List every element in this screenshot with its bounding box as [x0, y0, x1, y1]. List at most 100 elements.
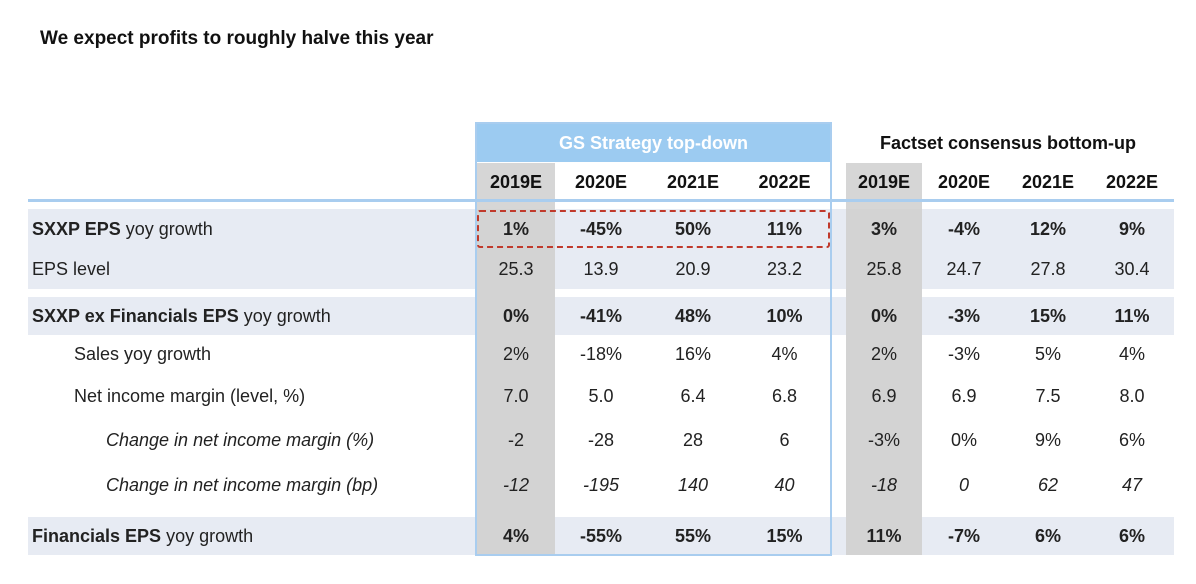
factset-value: 2%	[870, 344, 897, 364]
gs-value: 5.0	[588, 386, 614, 406]
gs-value: 7.0	[503, 386, 529, 406]
factset-value: 7.5	[1035, 386, 1061, 406]
factset-value: 25.8	[866, 259, 902, 279]
factset-value: -3%	[867, 430, 900, 450]
gs-value: 0%	[502, 306, 529, 326]
fs-year-2020: 2020E	[937, 172, 991, 192]
gs-value: 6.8	[771, 386, 798, 406]
gs-value: -41%	[579, 306, 623, 326]
factset-value: 6%	[1118, 526, 1145, 546]
row-label-bold: Financials EPS	[32, 526, 162, 546]
gs-value: 2%	[502, 344, 529, 364]
gs-value: 23.2	[766, 259, 803, 279]
gs-value: 6	[779, 430, 790, 450]
factset-value: -3%	[947, 344, 980, 364]
gs-value: 55%	[674, 526, 712, 546]
gs-value: -2	[507, 430, 524, 450]
fs-year-2022: 2022E	[1105, 172, 1159, 192]
row-label-rest: yoy growth	[161, 526, 254, 546]
gs-value: 4%	[771, 344, 798, 364]
gs-value: -55%	[579, 526, 623, 546]
gs-2019-column-shade-overlay	[477, 209, 555, 555]
gs-value: 10%	[766, 306, 803, 326]
table-row: Change in net income margin (bp) -12 -19…	[0, 466, 1196, 504]
factset-value: 5%	[1034, 344, 1061, 364]
factset-value: 30.4	[1114, 259, 1150, 279]
factset-value: 62	[1037, 475, 1059, 495]
page-title: We expect profits to roughly halve this …	[40, 28, 434, 49]
row-label: SXXP EPS yoy growth	[32, 210, 213, 248]
row-label: Financials EPS yoy growth	[32, 517, 253, 555]
factset-value: 9%	[1034, 430, 1061, 450]
header-divider	[28, 199, 1174, 202]
factset-value: 0%	[870, 306, 897, 326]
band-sxxp-eps	[28, 209, 1174, 289]
table-row: EPS level 25.3 13.9 20.9 23.2 25.8 24.7 …	[0, 250, 1196, 288]
gs-value: 13.9	[583, 259, 619, 279]
highlight-dashed-box	[477, 210, 830, 248]
gs-year-2022: 2022E	[758, 172, 811, 192]
factset-value: -18	[870, 475, 897, 495]
row-label: EPS level	[32, 259, 111, 279]
factset-value: 6%	[1034, 526, 1061, 546]
factset-value: 12%	[1029, 219, 1067, 239]
year-header-row: 2019E 2020E 2021E 2022E 2019E 2020E 2021…	[0, 163, 1196, 201]
factset-value: 0%	[950, 430, 977, 450]
row-label-rest: yoy growth	[120, 219, 213, 239]
gs-year-2021: 2021E	[666, 172, 720, 192]
gs-value: 1%	[502, 219, 529, 239]
row-label-rest: yoy growth	[238, 306, 331, 326]
factset-value: 8.0	[1119, 386, 1145, 406]
factset-value: -4%	[947, 219, 980, 239]
table-row: Sales yoy growth 2% -18% 16% 4% 2% -3% 5…	[0, 335, 1196, 373]
gs-value: -28	[587, 430, 614, 450]
factset-value: 3%	[870, 219, 897, 239]
table-row: Net income margin (level, %) 7.0 5.0 6.4…	[0, 377, 1196, 415]
factset-value: 0	[958, 475, 969, 495]
row-label: Sales yoy growth	[74, 344, 212, 364]
factset-value: 11%	[1114, 306, 1150, 326]
table-row: Change in net income margin (%) -2 -28 2…	[0, 421, 1196, 459]
table-row: Financials EPS yoy growth 4% -55% 55% 15…	[0, 517, 1196, 555]
band-ex-financials	[28, 297, 1174, 335]
gs-value: 140	[677, 475, 709, 495]
fs-year-2021: 2021E	[1021, 172, 1075, 192]
gs-value: 11%	[766, 219, 803, 239]
factset-consensus-header: Factset consensus bottom-up	[879, 132, 1137, 153]
factset-value: 15%	[1029, 306, 1067, 326]
row-label: Change in net income margin (%)	[106, 430, 375, 450]
factset-value: -7%	[947, 526, 980, 546]
gs-value: 40	[774, 475, 795, 495]
gs-value: 28	[682, 430, 704, 450]
fs-year-2019: 2019E	[857, 172, 911, 192]
table-row: SXXP ex Financials EPS yoy growth 0% -41…	[0, 297, 1196, 335]
gs-value: 16%	[674, 344, 712, 364]
gs-value: 48%	[674, 306, 712, 326]
factset-value: 24.7	[946, 259, 982, 279]
factset-value: 27.8	[1030, 259, 1066, 279]
factset-value: 6%	[1118, 430, 1145, 450]
row-label: SXXP ex Financials EPS yoy growth	[32, 297, 331, 335]
table-row: SXXP EPS yoy growth 1% -45% 50% 11% 3% -…	[0, 210, 1196, 248]
factset-value: 47	[1121, 475, 1143, 495]
gs-value: 20.9	[675, 259, 711, 279]
gs-value: 6.4	[680, 386, 706, 406]
gs-value: -18%	[579, 344, 623, 364]
row-label: Change in net income margin (bp)	[106, 475, 379, 495]
gs-year-2020: 2020E	[574, 172, 628, 192]
factset-value: 4%	[1118, 344, 1145, 364]
gs-value: -12	[502, 475, 529, 495]
gs-value: 4%	[502, 526, 529, 546]
factset-value: 9%	[1118, 219, 1145, 239]
factset-value: 6.9	[871, 386, 897, 406]
factset-value: -3%	[947, 306, 980, 326]
gs-value: -45%	[579, 219, 623, 239]
gs-year-2019: 2019E	[489, 172, 543, 192]
factset-value: 11%	[866, 526, 902, 546]
gs-value: 25.3	[498, 259, 534, 279]
row-label: Net income margin (level, %)	[74, 386, 306, 406]
band-financials	[28, 517, 1174, 555]
row-label-bold: SXXP EPS	[32, 219, 121, 239]
factset-value: 6.9	[951, 386, 977, 406]
gs-value: 15%	[766, 526, 803, 546]
